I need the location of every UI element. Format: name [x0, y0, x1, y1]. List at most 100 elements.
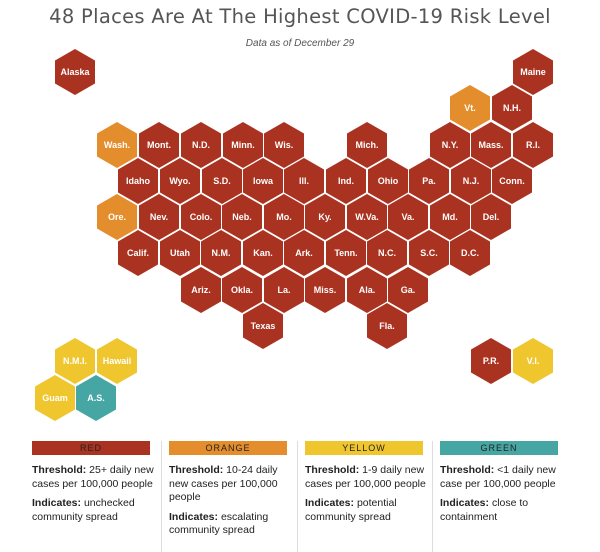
- region-label: R.I.: [525, 140, 540, 150]
- region-hex: Wyo.: [160, 158, 200, 204]
- region-label: Mich.: [355, 140, 379, 150]
- region-hex: Ill.: [284, 158, 324, 204]
- region-label: Fla.: [379, 321, 395, 331]
- region-hex: Va.: [388, 194, 428, 240]
- region-label: Mo.: [276, 212, 292, 222]
- region-label: P.R.: [482, 356, 500, 366]
- region-label: Wash.: [103, 140, 131, 150]
- region-label: Pa.: [422, 176, 436, 186]
- region-label: Ind.: [338, 176, 354, 186]
- region-label: Guam: [42, 393, 68, 403]
- region-hex: V.I.: [513, 338, 553, 384]
- region-label: Del.: [482, 212, 500, 222]
- region-hex: N.J.: [451, 158, 491, 204]
- region-hex: Neb.: [222, 194, 262, 240]
- region-label: N.H.: [503, 103, 521, 113]
- region-hex: Idaho: [118, 158, 158, 204]
- region-hex: Texas: [243, 303, 283, 349]
- region-hex: Wis.: [264, 122, 304, 168]
- region-hex: Nev.: [139, 194, 179, 240]
- region-hex: Ala.: [347, 267, 387, 313]
- region-label: V.I.: [526, 356, 540, 366]
- legend-yellow-threshold: Threshold: 1-9 daily new cases per 100,0…: [305, 464, 426, 490]
- region-hex: Minn.: [223, 122, 263, 168]
- region-hex: S.D.: [202, 158, 242, 204]
- region-label: Wyo.: [169, 176, 191, 186]
- region-label: Hawaii: [102, 356, 132, 366]
- legend-divider: [297, 441, 298, 552]
- legend-yellow-bar: YELLOW: [305, 441, 423, 455]
- region-hex: Mont.: [139, 122, 179, 168]
- legend-green: GREEN Threshold: <1 daily new case per 1…: [440, 441, 564, 524]
- region-label: Alaska: [60, 67, 90, 77]
- region-label: Tenn.: [334, 248, 358, 258]
- region-label: A.S.: [87, 393, 105, 403]
- legend-orange-bar: ORANGE: [169, 441, 287, 455]
- region-hex: W.Va.: [347, 194, 387, 240]
- region-label: Miss.: [313, 285, 337, 295]
- region-label: N.M.I.: [63, 356, 87, 366]
- region-label: D.C.: [461, 248, 479, 258]
- region-hex: Ohio: [368, 158, 408, 204]
- region-label: Ky.: [318, 212, 332, 222]
- region-label: Ohio: [377, 176, 399, 186]
- region-hex: N.Y.: [430, 122, 470, 168]
- region-hex: Alaska: [55, 49, 95, 95]
- region-label: Md.: [442, 212, 458, 222]
- region-hex: Conn.: [492, 158, 532, 204]
- region-label: Ark.: [295, 248, 313, 258]
- legend-green-bar: GREEN: [440, 441, 558, 455]
- region-hex: R.I.: [513, 122, 553, 168]
- region-hex: Tenn.: [326, 230, 366, 276]
- region-hex: Md.: [430, 194, 470, 240]
- region-hex: Iowa: [243, 158, 283, 204]
- region-label: Vt.: [464, 103, 476, 113]
- region-hex: Del.: [471, 194, 511, 240]
- legend-red: RED Threshold: 25+ daily new cases per 1…: [32, 441, 156, 524]
- legend-divider: [432, 441, 433, 552]
- region-hex: N.H.: [492, 85, 532, 131]
- legend-red-bar: RED: [32, 441, 150, 455]
- region-hex: Mass.: [471, 122, 511, 168]
- region-hex: Vt.: [450, 85, 490, 131]
- region-label: Texas: [250, 321, 276, 331]
- region-label: Maine: [520, 67, 546, 77]
- region-label: Colo.: [189, 212, 213, 222]
- region-hex: Wash.: [97, 122, 137, 168]
- region-label: Utah: [170, 248, 190, 258]
- legend-green-threshold: Threshold: <1 daily new case per 100,000…: [440, 464, 556, 490]
- region-hex: Ark.: [284, 230, 324, 276]
- region-label: Neb.: [232, 212, 252, 222]
- region-label: Mont.: [147, 140, 171, 150]
- legend-red-indicates: Indicates: unchecked community spread: [32, 497, 135, 523]
- region-label: N.J.: [462, 176, 480, 186]
- region-hex: Ky.: [305, 194, 345, 240]
- region-hex: Colo.: [181, 194, 221, 240]
- region-hex: N.D.: [181, 122, 221, 168]
- legend-yellow: YELLOW Threshold: 1-9 daily new cases pe…: [305, 441, 429, 524]
- map-title: 48 Places Are At The Highest COVID-19 Ri…: [49, 5, 551, 28]
- region-label: N.Y.: [441, 140, 459, 150]
- region-label: Ga.: [400, 285, 416, 295]
- region-label: Ala.: [358, 285, 376, 295]
- region-hex: N.M.: [201, 230, 241, 276]
- region-label: Va.: [401, 212, 415, 222]
- legend-orange-indicates: Indicates: escalating community spread: [169, 510, 269, 537]
- region-label: Ore.: [107, 212, 126, 222]
- legend-red-threshold: Threshold: 25+ daily new cases per 100,0…: [32, 464, 154, 490]
- map-subtitle: Data as of December 29: [245, 38, 355, 49]
- legend-orange-threshold: Threshold: 10-24 daily new cases per 100…: [169, 464, 278, 503]
- region-label: N.M.: [211, 248, 231, 258]
- region-hex: Pa.: [409, 158, 449, 204]
- region-label: Idaho: [126, 176, 150, 186]
- region-hex: Ind.: [326, 158, 366, 204]
- region-label: Okla.: [230, 285, 253, 295]
- region-hex: Miss.: [305, 267, 345, 313]
- region-label: Calif.: [126, 248, 149, 258]
- region-hex: D.C.: [450, 230, 490, 276]
- region-label: N.C.: [378, 248, 396, 258]
- region-label: Mass.: [478, 140, 504, 150]
- region-label: Ariz.: [191, 285, 211, 295]
- region-label: Conn.: [499, 176, 525, 186]
- region-label: Minn.: [231, 140, 255, 150]
